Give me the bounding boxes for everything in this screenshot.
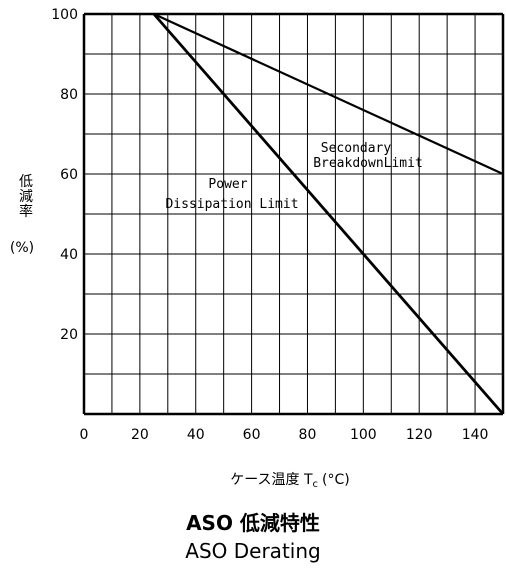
x-tick-label: 20 — [131, 427, 149, 443]
series-1-label-line-1: Secondary — [321, 141, 392, 156]
y-tick-label: 80 — [60, 87, 78, 103]
series-line-1 — [153, 12, 504, 176]
x-tick-label: 60 — [243, 427, 261, 443]
y-tick-label: 100 — [51, 7, 78, 23]
derating-chart: 0 20 40 60 80 100 120 140 20 40 60 80 100 SecondaryB… — [10, 7, 505, 490]
grid — [82, 12, 505, 416]
series-1-label-line-2: BreakdownLimit — [313, 156, 423, 171]
xlabel-prefix: ケース温度 T — [230, 472, 313, 488]
x-tick-label: 0 — [80, 427, 89, 443]
caption-english: ASO Derating — [185, 539, 321, 563]
x-tick-label: 120 — [406, 427, 433, 443]
xlabel-sub: c — [313, 479, 319, 490]
caption-japanese: ASO 低減特性 — [186, 511, 320, 535]
tick-labels: 0 20 40 60 80 100 120 140 20 40 60 80 100 — [51, 7, 488, 443]
ylabel-line-3: 率 — [19, 203, 33, 220]
xlabel-suffix: (°C) — [322, 472, 350, 488]
ylabel-line-1: 低 — [19, 174, 33, 190]
x-tick-label: 100 — [350, 427, 377, 443]
series-lines — [152, 12, 505, 415]
series-line-2 — [152, 13, 505, 415]
y-tick-label: 20 — [60, 327, 78, 343]
series-2-label-line-1: Power — [208, 177, 247, 192]
y-tick-label: 40 — [60, 247, 78, 263]
xlabel: ケース温度 Tc (°C) — [230, 472, 350, 490]
series-2-label-line-2: Dissipation Limit — [165, 197, 298, 212]
x-tick-label: 80 — [299, 427, 317, 443]
y-tick-label: 60 — [60, 167, 78, 183]
x-tick-label: 140 — [462, 427, 489, 443]
ylabel-unit: (%) — [10, 240, 34, 256]
x-tick-label: 40 — [187, 427, 205, 443]
ylabel-line-2: 減 — [19, 188, 33, 205]
